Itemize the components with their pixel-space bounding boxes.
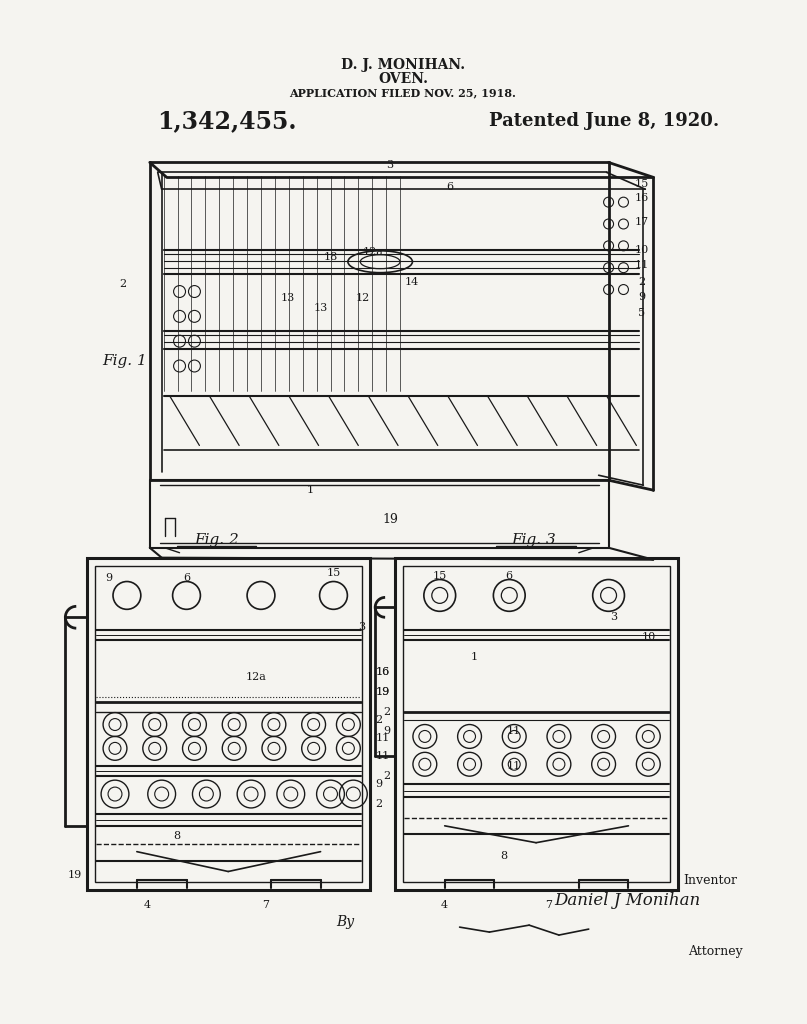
Text: 16: 16 — [376, 667, 390, 677]
Text: 19: 19 — [375, 687, 390, 696]
Text: 3: 3 — [387, 161, 394, 170]
Text: 19: 19 — [383, 513, 398, 526]
Text: 19: 19 — [68, 870, 82, 881]
Text: OVEN.: OVEN. — [378, 72, 428, 86]
Text: Patented June 8, 1920.: Patented June 8, 1920. — [489, 112, 720, 130]
Text: Fig. 1: Fig. 1 — [102, 354, 147, 368]
Text: Fig. 3: Fig. 3 — [512, 532, 557, 547]
Text: 8: 8 — [173, 830, 180, 841]
Text: 11: 11 — [507, 761, 521, 771]
Text: 3: 3 — [358, 623, 366, 632]
Text: 9: 9 — [106, 572, 113, 583]
Text: 18: 18 — [324, 252, 337, 262]
Text: 1,342,455.: 1,342,455. — [157, 109, 296, 133]
Text: 17: 17 — [634, 217, 648, 227]
Text: Daniel J Monihan: Daniel J Monihan — [554, 892, 700, 909]
Text: 16: 16 — [375, 667, 390, 677]
Text: 14: 14 — [405, 276, 419, 287]
Text: 12a: 12a — [245, 672, 266, 682]
Bar — [87, 558, 370, 891]
Text: 2: 2 — [383, 707, 390, 717]
Text: 10: 10 — [634, 245, 649, 255]
Text: 8: 8 — [500, 851, 508, 860]
Text: By: By — [337, 915, 354, 929]
Text: 9: 9 — [638, 293, 645, 302]
Text: 2: 2 — [375, 715, 383, 725]
Text: 15: 15 — [634, 179, 649, 189]
Text: 6: 6 — [506, 570, 512, 581]
Text: 5: 5 — [638, 308, 645, 318]
Text: Inventor: Inventor — [683, 873, 737, 887]
Bar — [95, 565, 362, 883]
Text: 7: 7 — [546, 900, 553, 910]
Text: 2: 2 — [119, 279, 127, 289]
Text: 16: 16 — [634, 194, 649, 203]
Text: 15: 15 — [433, 570, 447, 581]
Text: 4: 4 — [143, 900, 150, 910]
Text: 10: 10 — [642, 632, 655, 642]
Text: 9: 9 — [383, 726, 390, 736]
Text: 1: 1 — [471, 652, 478, 662]
Text: 2: 2 — [638, 276, 645, 287]
Text: 11: 11 — [634, 260, 649, 269]
Text: 2: 2 — [375, 799, 383, 809]
Text: APPLICATION FILED NOV. 25, 1918.: APPLICATION FILED NOV. 25, 1918. — [290, 87, 516, 98]
Text: D. J. MONIHAN.: D. J. MONIHAN. — [341, 58, 465, 72]
Text: 12: 12 — [355, 294, 370, 303]
Text: 1: 1 — [307, 485, 314, 496]
Text: Fig. 2: Fig. 2 — [194, 532, 239, 547]
Text: 6: 6 — [183, 572, 190, 583]
Text: 4: 4 — [441, 900, 448, 910]
Text: 9: 9 — [375, 779, 383, 790]
Text: 2: 2 — [383, 771, 390, 781]
Text: 7: 7 — [262, 900, 270, 910]
Bar — [403, 565, 670, 883]
Bar — [395, 558, 678, 891]
Text: Attorney: Attorney — [688, 945, 742, 958]
Text: 19: 19 — [376, 687, 390, 696]
Text: 11: 11 — [375, 733, 390, 743]
Text: 15: 15 — [326, 567, 341, 578]
Text: 6: 6 — [446, 182, 454, 193]
Text: 13: 13 — [281, 294, 295, 303]
Text: 11: 11 — [507, 726, 521, 736]
Text: 11: 11 — [375, 752, 390, 761]
Text: 3: 3 — [610, 612, 617, 623]
Text: 12a: 12a — [363, 247, 383, 257]
Text: 13: 13 — [313, 303, 328, 313]
